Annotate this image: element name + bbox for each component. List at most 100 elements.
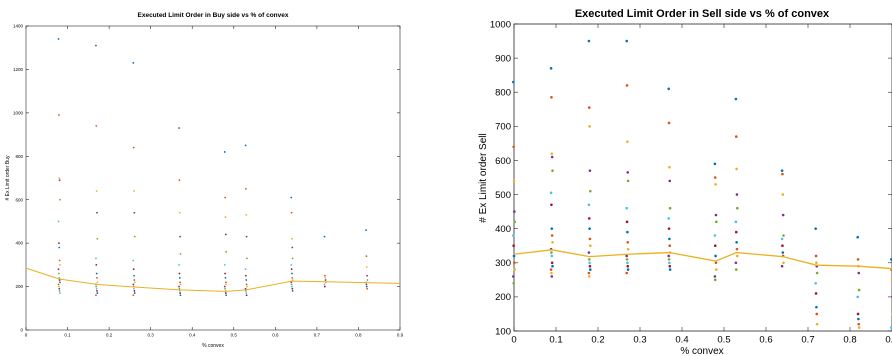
buy-data-point: [224, 196, 227, 199]
buy-data-point: [244, 268, 247, 271]
sell-y-tick-label: 700: [495, 122, 511, 133]
buy-data-point: [244, 187, 247, 190]
sell-data-point: [735, 167, 738, 171]
sell-data-point: [513, 220, 516, 224]
sell-data-point: [782, 261, 785, 265]
buy-data-point: [57, 283, 60, 286]
buy-data-point: [95, 294, 97, 297]
buy-data-point: [245, 292, 248, 294]
sell-data-point: [588, 237, 592, 241]
sell-data-point: [550, 203, 553, 207]
sell-axis-ticks: 0 0.1 0.2 0.3 0.4 0.5 0.6 0.7 0.8 0.9 100 200 300 400…: [490, 19, 892, 346]
sell-data-point: [713, 275, 717, 278]
buy-data-point: [291, 287, 294, 290]
buy-data-point: [244, 144, 247, 147]
sell-data-point: [587, 217, 591, 220]
sell-data-point: [513, 261, 516, 265]
sell-data-point: [625, 39, 628, 43]
buy-y-tick-label: 600: [15, 197, 23, 202]
sell-data-point: [667, 258, 671, 261]
sell-data-point: [587, 258, 591, 261]
buy-data-point: [58, 279, 61, 281]
buy-data-point: [291, 237, 293, 240]
buy-data-point: [291, 279, 294, 281]
sell-data-point: [587, 39, 591, 43]
sell-data-point: [512, 145, 515, 149]
buy-data-point: [95, 257, 97, 260]
buy-data-point: [59, 263, 61, 266]
buy-data-point: [291, 276, 294, 279]
buy-data-point: [290, 263, 293, 266]
sell-data-point: [668, 268, 672, 271]
sell-data-point: [735, 193, 739, 196]
sell-data-point: [814, 227, 817, 230]
sell-x-tick-label: 0.1: [549, 335, 562, 346]
sell-y-tick-label: 600: [495, 156, 511, 167]
buy-y-tick-label: 1400: [13, 24, 24, 29]
sell-data-point: [713, 278, 717, 282]
buy-data-point: [58, 287, 61, 290]
buy-x-tick-label: 0.2: [106, 333, 113, 338]
buy-data-point: [245, 294, 248, 297]
sell-data-point: [587, 203, 591, 207]
buy-data-point: [324, 276, 327, 279]
sell-data-point: [626, 268, 630, 271]
buy-data-point: [58, 259, 61, 262]
buy-data-point: [366, 279, 369, 281]
sell-data-point: [550, 271, 553, 275]
sell-data-point: [551, 264, 554, 268]
buy-y-tick-label: 0: [20, 328, 23, 333]
sell-data-point: [512, 179, 516, 183]
buy-side-chart: Executed Limit Order in Buy side vs % of…: [5, 12, 404, 349]
buy-data-point: [323, 274, 326, 277]
sell-data-point: [512, 275, 515, 278]
sell-data-point: [668, 244, 672, 248]
sell-data-point: [587, 251, 591, 254]
buy-axis-ticks: 0 0.1 0.2 0.3 0.4 0.5 0.6 0.7 0.8 0.9 0 200 400 600 80…: [13, 24, 404, 338]
sell-data-point: [587, 106, 591, 109]
sell-data-point: [589, 244, 592, 248]
buy-data-point: [291, 257, 294, 260]
buy-data-point: [291, 285, 293, 288]
buy-data-point: [179, 281, 182, 284]
sell-data-point: [713, 234, 717, 237]
buy-data-point: [96, 292, 99, 294]
buy-x-tick-label: 0.8: [355, 333, 362, 338]
buy-scatter-points: [57, 38, 369, 297]
sell-data-point: [512, 244, 515, 248]
buy-data-point: [133, 287, 135, 290]
sell-data-point: [512, 80, 515, 84]
sell-x-tick-label: 0.9: [885, 335, 892, 346]
buy-data-point: [96, 211, 98, 214]
buy-data-point: [178, 285, 180, 288]
sell-data-point: [714, 183, 717, 186]
sell-x-tick-label: 0.2: [591, 335, 604, 346]
sell-data-point: [736, 206, 739, 210]
buy-data-point: [179, 235, 182, 238]
sell-data-point: [667, 217, 670, 220]
sell-data-point: [550, 152, 554, 155]
buy-data-point: [95, 124, 98, 127]
buy-x-tick-label: 0.4: [189, 333, 196, 338]
buy-y-tick-label: 800: [15, 154, 23, 159]
sell-x-tick-label: 0.5: [717, 335, 730, 346]
buy-data-point: [323, 235, 326, 238]
buy-data-point: [96, 237, 99, 240]
buy-data-point: [178, 276, 181, 279]
buy-data-point: [223, 151, 226, 153]
sell-data-point: [625, 258, 629, 261]
sell-data-point: [815, 322, 819, 326]
sell-x-tick-label: 0.4: [675, 335, 688, 346]
sell-data-point: [857, 326, 861, 329]
sell-data-point: [857, 288, 861, 292]
sell-y-axis-label: # Ex Limit order Sell: [478, 133, 489, 222]
buy-data-point: [57, 220, 60, 223]
buy-data-point: [291, 272, 293, 275]
buy-y-axis-label: # Ex Limit order Buy: [5, 155, 11, 201]
sell-data-point: [814, 292, 818, 295]
sell-data-point: [734, 135, 738, 138]
sell-data-point: [588, 261, 591, 265]
sell-data-point: [550, 96, 553, 99]
buy-data-point: [224, 276, 227, 279]
